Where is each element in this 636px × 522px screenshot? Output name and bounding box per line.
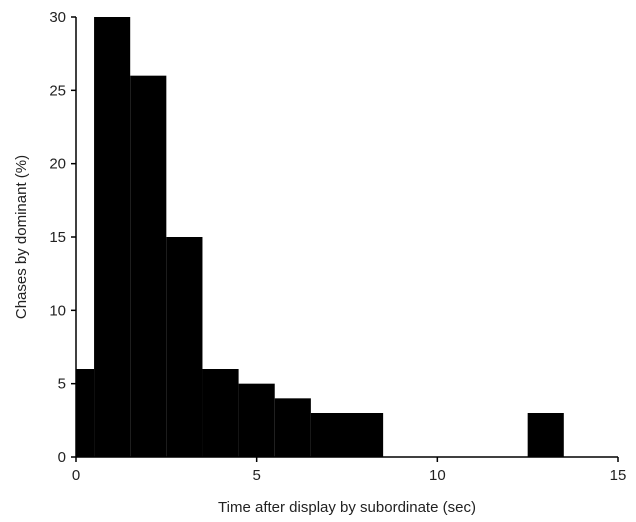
y-axis-title: Chases by dominant (%) xyxy=(13,155,30,319)
y-tick-label-5: 5 xyxy=(58,376,66,393)
x-axis-title: Time after display by subordinate (sec) xyxy=(218,499,476,516)
x-tick-label-10: 10 xyxy=(429,467,446,484)
histogram-bar-3 xyxy=(166,237,203,457)
y-tick-label-25: 25 xyxy=(49,82,66,99)
bars-group xyxy=(76,17,564,458)
y-tick-label-30: 30 xyxy=(49,9,66,26)
histogram-bar-1 xyxy=(94,17,131,457)
ticks-group: 0 5 10 15 0 5 10 15 20 25 30 xyxy=(49,9,626,484)
histogram-bar-6 xyxy=(274,398,311,457)
histogram-bar-2 xyxy=(130,75,167,458)
histogram-bar-5 xyxy=(238,383,275,457)
histogram-bar-9 xyxy=(527,413,564,457)
histogram-bar-8 xyxy=(347,413,384,457)
x-tick-label-15: 15 xyxy=(610,467,627,484)
x-tick-label-0: 0 xyxy=(72,467,80,484)
x-tick-label-5: 5 xyxy=(252,467,260,484)
histogram-bar-0 xyxy=(76,369,95,457)
histogram-bar-7 xyxy=(310,413,347,457)
y-tick-label-20: 20 xyxy=(49,156,66,173)
histogram-bar-4 xyxy=(202,369,239,457)
y-tick-label-10: 10 xyxy=(49,302,66,319)
y-tick-label-0: 0 xyxy=(58,449,66,466)
y-tick-label-15: 15 xyxy=(49,229,66,246)
